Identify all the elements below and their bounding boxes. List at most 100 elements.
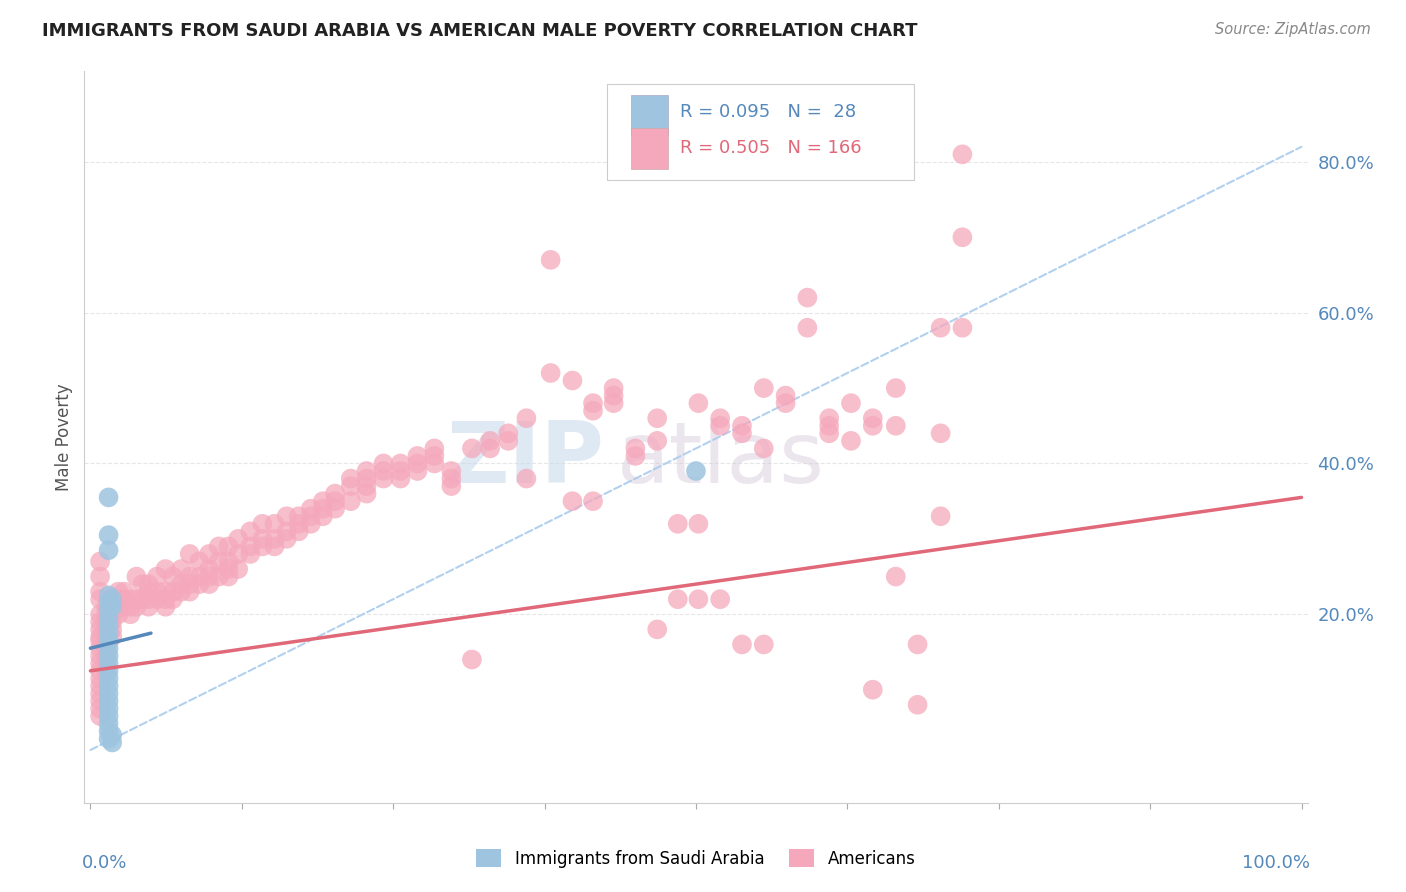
Point xyxy=(818,426,841,441)
Point xyxy=(862,411,884,425)
Point xyxy=(89,686,111,700)
Point xyxy=(188,577,211,591)
Point xyxy=(96,615,118,629)
Point xyxy=(170,562,193,576)
Point xyxy=(929,426,952,441)
Point xyxy=(89,630,111,644)
Point xyxy=(582,494,605,508)
Point xyxy=(479,442,502,456)
Point xyxy=(276,524,298,539)
Legend: Immigrants from Saudi Arabia, Americans: Immigrants from Saudi Arabia, Americans xyxy=(477,849,915,868)
Point xyxy=(101,615,124,629)
Point xyxy=(406,449,429,463)
Point xyxy=(101,630,124,644)
Point xyxy=(356,486,378,500)
Point xyxy=(645,623,668,637)
Point xyxy=(423,442,446,456)
Point xyxy=(796,291,818,305)
Point xyxy=(155,562,177,576)
Point xyxy=(775,389,797,403)
Point xyxy=(97,589,120,603)
Point xyxy=(340,471,363,485)
Point xyxy=(120,607,142,622)
Point xyxy=(862,418,884,433)
Point xyxy=(226,532,249,546)
Point xyxy=(97,657,120,671)
Point xyxy=(624,449,647,463)
Point xyxy=(952,147,974,161)
Point xyxy=(323,494,346,508)
Point xyxy=(155,599,177,614)
Point xyxy=(101,735,124,749)
Point xyxy=(89,592,111,607)
Point xyxy=(515,471,537,485)
Point xyxy=(96,607,118,622)
Point xyxy=(198,547,221,561)
Point xyxy=(602,396,624,410)
Point xyxy=(440,471,463,485)
Point xyxy=(218,569,240,583)
Point xyxy=(602,389,624,403)
Point xyxy=(97,641,120,656)
Point xyxy=(239,524,262,539)
Point xyxy=(97,701,120,715)
Point xyxy=(929,509,952,524)
Text: R = 0.095   N =  28: R = 0.095 N = 28 xyxy=(681,103,856,120)
Point xyxy=(97,648,120,663)
Point xyxy=(97,611,120,625)
Point xyxy=(107,607,129,622)
Point xyxy=(179,569,201,583)
Point xyxy=(112,599,135,614)
Point xyxy=(138,599,160,614)
Point xyxy=(97,694,120,708)
Point xyxy=(97,543,120,558)
Point xyxy=(188,569,211,583)
Point xyxy=(540,366,562,380)
Point xyxy=(884,569,907,583)
Point xyxy=(561,374,583,388)
Point xyxy=(97,618,120,632)
Point xyxy=(709,592,731,607)
Text: atlas: atlas xyxy=(616,417,824,500)
Text: 0.0%: 0.0% xyxy=(82,854,128,872)
Point xyxy=(107,599,129,614)
Point xyxy=(96,641,118,656)
Point xyxy=(496,434,519,448)
Point xyxy=(89,615,111,629)
Point xyxy=(818,418,841,433)
Point xyxy=(685,464,707,478)
Point xyxy=(423,449,446,463)
Point xyxy=(373,464,395,478)
Point xyxy=(97,633,120,648)
Point xyxy=(373,471,395,485)
Point xyxy=(929,320,952,334)
Point xyxy=(323,501,346,516)
Point xyxy=(101,623,124,637)
Point xyxy=(218,562,240,576)
Point xyxy=(276,532,298,546)
Point xyxy=(884,418,907,433)
Point xyxy=(752,637,775,651)
Point xyxy=(101,599,124,614)
Point xyxy=(89,709,111,723)
Point xyxy=(731,426,754,441)
Point xyxy=(96,648,118,663)
Point xyxy=(907,698,929,712)
Point xyxy=(97,716,120,731)
Point xyxy=(839,396,862,410)
Point xyxy=(112,584,135,599)
Point xyxy=(101,599,124,614)
Point xyxy=(582,396,605,410)
Point xyxy=(561,494,583,508)
Point xyxy=(709,418,731,433)
Text: R = 0.505   N = 166: R = 0.505 N = 166 xyxy=(681,139,862,157)
Point xyxy=(252,516,274,531)
Point xyxy=(389,471,412,485)
Point xyxy=(97,709,120,723)
Point xyxy=(515,411,537,425)
Point xyxy=(89,633,111,648)
Point xyxy=(312,501,335,516)
Point xyxy=(131,592,153,607)
Point xyxy=(198,569,221,583)
Point xyxy=(752,381,775,395)
